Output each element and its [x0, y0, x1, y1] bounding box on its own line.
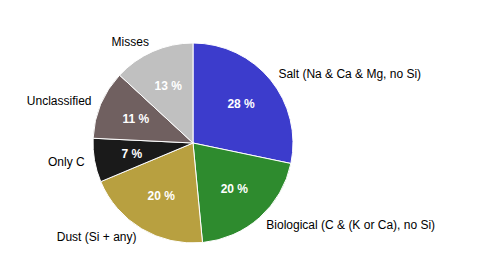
- svg-text:20 %: 20 %: [221, 182, 249, 196]
- svg-text:20 %: 20 %: [147, 189, 175, 203]
- svg-text:13 %: 13 %: [154, 79, 182, 93]
- svg-text:Only C: Only C: [48, 155, 85, 169]
- svg-text:Dust (Si + any): Dust (Si + any): [57, 230, 137, 244]
- svg-text:11 %: 11 %: [122, 112, 149, 126]
- svg-text:Biological (C & (K or Ca), no: Biological (C & (K or Ca), no Si): [266, 218, 435, 232]
- svg-text:Salt (Na & Ca & Mg, no Si): Salt (Na & Ca & Mg, no Si): [278, 67, 421, 81]
- svg-text:28 %: 28 %: [227, 97, 255, 111]
- svg-text:Misses: Misses: [112, 35, 149, 49]
- svg-text:Unclassified: Unclassified: [27, 94, 92, 108]
- svg-text:7 %: 7 %: [122, 147, 143, 161]
